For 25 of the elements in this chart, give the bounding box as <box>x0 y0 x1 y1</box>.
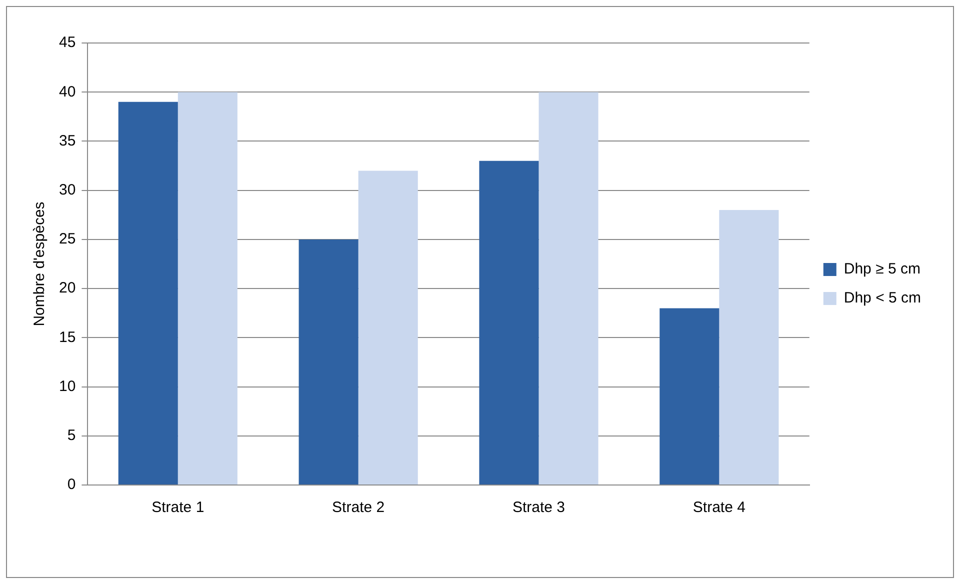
y-tick-label: 35 <box>58 132 76 150</box>
y-tick-label: 40 <box>58 83 76 100</box>
y-tick-label: 0 <box>67 476 76 494</box>
bar <box>298 239 358 484</box>
bar <box>719 210 779 484</box>
bar <box>118 102 178 484</box>
x-tick-label: Strate 2 <box>332 499 385 516</box>
bar <box>660 308 720 484</box>
bar <box>178 92 238 484</box>
y-tick-label: 15 <box>58 328 76 346</box>
x-tick-label: Strate 4 <box>692 499 746 516</box>
bar <box>479 160 539 484</box>
y-tick-label: 10 <box>58 378 76 395</box>
y-tick-label: 20 <box>58 280 76 297</box>
y-tick-label: 30 <box>58 181 76 198</box>
legend-label: Dhp < 5 cm <box>844 290 922 307</box>
y-tick-label: 25 <box>58 230 76 248</box>
y-tick-label: 45 <box>58 34 76 52</box>
bar <box>538 92 598 484</box>
x-tick-label: Strate 1 <box>152 499 204 516</box>
bar <box>358 170 418 484</box>
y-axis-title: Nombre d'espèces <box>31 202 48 326</box>
x-tick-label: Strate 3 <box>512 499 566 516</box>
y-tick-label: 5 <box>67 427 76 444</box>
legend-label: Dhp ≥ 5 cm <box>844 260 920 278</box>
